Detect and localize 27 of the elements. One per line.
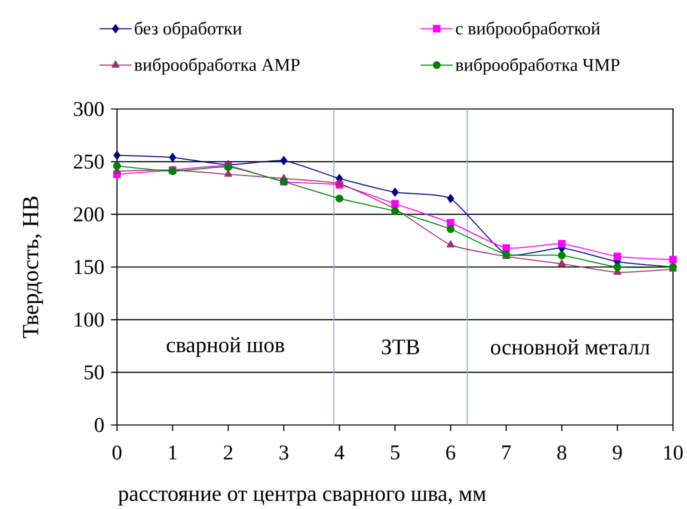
x-tick-label: 8 <box>557 446 566 460</box>
legend-label: с виброобработкой <box>456 22 600 38</box>
legend-label: виброобработка ЧМР <box>456 58 620 75</box>
y-tick-label: 200 <box>74 207 104 222</box>
x-tick-label: 3 <box>280 446 288 460</box>
x-tick-label: 7 <box>502 446 511 460</box>
y-axis-title: Твердость, НВ <box>23 196 44 338</box>
y-tick-label: 250 <box>74 154 104 169</box>
x-tick-label: 10 <box>664 446 683 460</box>
x-tick-label: 4 <box>334 446 344 460</box>
legend-label: виброобработка АМР <box>134 58 300 75</box>
y-tick-label: 50 <box>84 365 104 380</box>
x-tick-label: 2 <box>224 446 232 460</box>
x-tick-label: 9 <box>612 446 622 460</box>
x-tick-label: 1 <box>169 446 177 460</box>
y-tick-label: 150 <box>74 260 104 274</box>
x-axis-title: расстояние от центра сварного шва, мм <box>118 490 486 506</box>
annotation: ЗТВ <box>382 340 420 354</box>
x-tick-label: 5 <box>390 446 400 460</box>
y-tick-label: 100 <box>74 312 104 327</box>
legend-label: без обработки <box>134 22 242 38</box>
annotation: основной металл <box>490 339 650 355</box>
x-tick-label: 0 <box>112 446 122 460</box>
x-tick-label: 6 <box>446 446 456 460</box>
annotation: сварной шов <box>166 337 284 357</box>
y-tick-label: 0 <box>94 418 104 432</box>
y-tick-label: 300 <box>74 102 104 116</box>
